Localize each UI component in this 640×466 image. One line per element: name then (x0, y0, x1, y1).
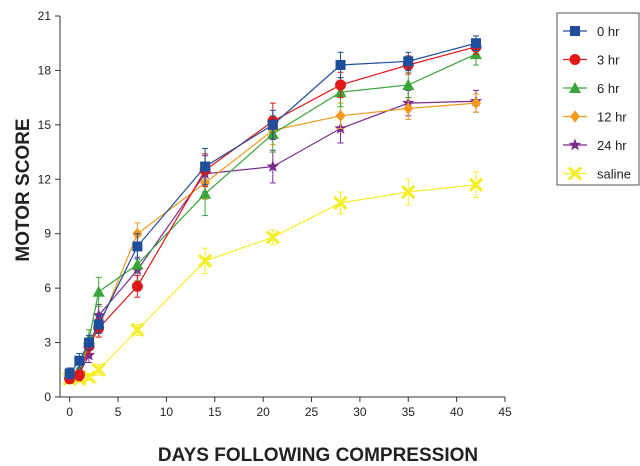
legend-marker (569, 54, 581, 65)
data-point (266, 160, 280, 172)
series-line (69, 46, 477, 380)
series-0-hr (64, 35, 481, 380)
data-point (335, 109, 346, 122)
legend-box (556, 12, 640, 186)
data-point (73, 369, 85, 381)
data-point (91, 362, 106, 378)
legend-label: 6 hr (597, 81, 620, 96)
legend-label: 12 hr (597, 110, 627, 125)
axes: 0 3 6 9 12 15 18 21 0 5 10 15 20 25 30 35 40 45 (38, 9, 512, 419)
x-axis-title: DAYS FOLLOWING COMPRESSION (158, 445, 478, 466)
data-point (81, 369, 97, 385)
legend-label: 0 hr (597, 24, 620, 39)
legend-marker (567, 166, 583, 181)
y-tick-label: 6 (44, 281, 51, 295)
y-tick-label: 12 (38, 172, 52, 186)
data-point (335, 79, 347, 91)
series-saline (62, 171, 484, 387)
y-axis-title: MOTOR SCORE (13, 118, 34, 261)
legend-label: saline (597, 167, 631, 182)
data-point (92, 308, 105, 321)
data-point (267, 119, 278, 130)
data-point (64, 368, 75, 379)
data-point (468, 177, 484, 192)
y-tick-label: 0 (44, 390, 51, 404)
legend: 0 hr 3 hr 6 hr 12 hr 24 hr saline (556, 12, 640, 186)
legend-marker (570, 26, 580, 36)
y-tick-label: 15 (38, 118, 52, 132)
legend-marker (570, 110, 580, 123)
y-tick-label: 9 (44, 227, 51, 241)
y-tick-label: 3 (44, 336, 51, 350)
series-line (69, 42, 477, 374)
data-point (74, 355, 85, 366)
x-tick-label: 0 (66, 405, 73, 419)
x-tick-label: 25 (305, 405, 319, 419)
x-tick-label: 40 (450, 405, 464, 419)
y-tick-label: 18 (38, 63, 52, 77)
series-line (69, 184, 477, 380)
data-point (333, 195, 348, 211)
data-point (82, 348, 96, 361)
data-point (403, 102, 414, 115)
data-point (132, 241, 143, 252)
legend-label: 24 hr (597, 138, 627, 153)
data-point (335, 59, 346, 70)
x-tick-label: 5 (115, 405, 122, 419)
y-tick-label: 21 (38, 9, 52, 23)
data-point (92, 285, 105, 297)
series-6-hr (63, 42, 482, 382)
data-point (131, 258, 144, 270)
plot-area (62, 35, 484, 387)
x-tick-label: 20 (256, 405, 270, 419)
legend-label: 3 hr (597, 53, 620, 68)
series-3-hr (64, 39, 482, 385)
data-point (93, 319, 104, 330)
x-tick-label: 10 (160, 405, 174, 419)
data-point (199, 187, 212, 199)
data-point (131, 280, 143, 292)
data-point (265, 230, 281, 245)
legend-marker (568, 138, 582, 151)
data-point (130, 322, 145, 338)
x-tick-label: 35 (402, 405, 416, 419)
x-tick-label: 45 (498, 405, 512, 419)
series-line (69, 53, 477, 376)
x-tick-label: 30 (353, 405, 367, 419)
data-point (197, 253, 213, 269)
data-point (403, 56, 414, 67)
data-point (470, 97, 481, 110)
data-point (84, 337, 95, 348)
data-point (200, 161, 211, 172)
data-point (400, 184, 416, 200)
data-point (470, 38, 481, 49)
data-point (402, 78, 415, 90)
x-tick-label: 15 (208, 405, 222, 419)
legend-marker (569, 82, 581, 93)
